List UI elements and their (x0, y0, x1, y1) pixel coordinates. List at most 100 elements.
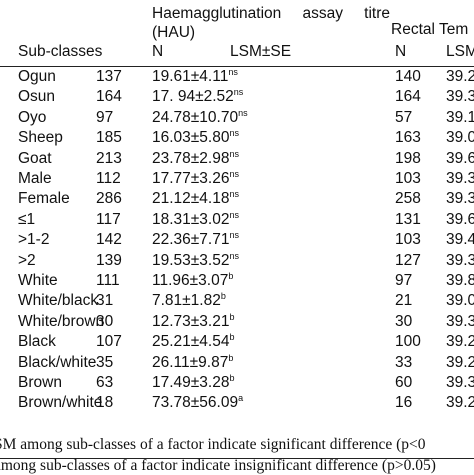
rectal-n-cell: 33 (395, 353, 413, 371)
table-row: >2 139 19.53±3.52ns 127 39.3 (0, 251, 474, 272)
lsm-value: 23.78±2.98 (152, 149, 230, 167)
n-cell: 18 (96, 394, 114, 412)
bottom-rule (0, 458, 474, 459)
rectal-n-cell: 127 (395, 251, 421, 269)
lsm-value: 19.61±4.11 (152, 68, 229, 85)
lsm-value: 17.49±3.28 (152, 374, 230, 391)
table-row: Brown 63 17.49±3.28b 60 39.3 (0, 374, 474, 394)
n-cell: 213 (96, 149, 122, 167)
subclass-cell: Black/white (18, 353, 97, 371)
lsm-value: 21.12±4.18 (152, 190, 230, 208)
lsm-cell: 12.73±3.21b (152, 312, 234, 331)
rectal-lsm-cell: 39.3 (446, 312, 474, 330)
col-header-lsm: LSM±SE (230, 43, 292, 60)
lsm-cell: 19.53±3.52ns (152, 251, 239, 270)
significance-superscript: ns (229, 189, 239, 200)
table-row: Osun 164 17. 94±2.52ns 164 39.3 (0, 88, 474, 108)
rectal-lsm-cell: 39.2 (446, 68, 474, 85)
footnote: among sub-classes of a factor indicate i… (0, 457, 436, 474)
rectal-n-cell: 30 (395, 312, 413, 330)
n-cell: 142 (96, 231, 122, 249)
significance-superscript: ns (228, 67, 238, 77)
subclass-cell: Goat (18, 149, 52, 167)
lsm-value: 18.31±3.02 (152, 210, 230, 228)
rectal-n-cell: 258 (395, 190, 421, 208)
lsm-cell: 23.78±2.98ns (152, 149, 239, 168)
n-cell: 30 (96, 312, 114, 330)
rectal-lsm-cell: 39.4 (446, 231, 474, 249)
rectal-temp-header: Rectal Tem (391, 21, 469, 38)
n-cell: 63 (96, 374, 114, 391)
table-row: Sheep 185 16.03±5.80ns 163 39.0 (0, 129, 474, 149)
significance-superscript: ns (229, 230, 239, 241)
subclass-cell: Ogun (18, 68, 56, 85)
n-cell: 97 (96, 108, 114, 126)
rectal-lsm-cell: 39.3 (446, 88, 474, 106)
haemagglutination-header: Haemagglutination assay titre (HAU) (152, 4, 390, 42)
subclass-cell: ≤1 (18, 210, 36, 228)
rectal-lsm-cell: 39.1 (446, 108, 474, 126)
significance-superscript: a (238, 393, 244, 404)
lsm-value: 73.78±56.09 (152, 394, 239, 412)
n-cell: 112 (96, 170, 121, 187)
significance-superscript: ns (229, 128, 239, 139)
lsm-cell: 19.61±4.11ns (152, 68, 238, 86)
lsm-cell: 17.49±3.28b (152, 374, 234, 392)
lsm-cell: 73.78±56.09a (152, 394, 243, 412)
lsm-value: 25.21±4.54 (152, 333, 230, 351)
col-header-n-rectal: N (395, 43, 407, 60)
header-rule (0, 66, 474, 67)
lsm-cell: 22.36±7.71ns (152, 231, 239, 249)
subclass-cell: Black (18, 333, 56, 351)
lsm-value: 16.03±5.80 (152, 129, 230, 147)
lsm-cell: 17.77±3.26ns (152, 170, 239, 188)
lsm-value: 11.96±3.07 (152, 272, 229, 289)
n-cell: 137 (96, 68, 122, 85)
lsm-value: 7.81±1.82 (152, 292, 221, 310)
lsm-cell: 18.31±3.02ns (152, 210, 239, 229)
subclass-cell: Sheep (18, 129, 63, 147)
significance-superscript: b (220, 291, 226, 302)
lsm-value: 17. 94±2.52 (152, 88, 234, 106)
subclass-cell: >1-2 (18, 231, 50, 249)
table-row: ≤1 117 18.31±3.02ns 131 39.6 (0, 210, 474, 231)
table-row: Ogun 137 19.61±4.11ns 140 39.2 (0, 68, 474, 88)
header-word: Haemagglutination (152, 5, 282, 22)
table-row: White/brown 30 12.73±3.21b 30 39.3 (0, 312, 474, 333)
table-row: Brown/white 18 73.78±56.09a 16 39.2 (0, 394, 474, 414)
lsm-cell: 11.96±3.07b (152, 272, 233, 290)
significance-superscript: ns (238, 107, 248, 118)
header-word: assay (302, 5, 343, 22)
subclass-cell: Female (18, 190, 70, 208)
lsm-cell: 17. 94±2.52ns (152, 88, 243, 106)
table-row: White 111 11.96±3.07b 97 39.8 (0, 272, 474, 292)
col-header-lsm-rectal: LSM (446, 43, 474, 60)
lsm-value: 26.11±9.87 (152, 353, 229, 371)
significance-superscript: ns (229, 169, 239, 179)
n-cell: 185 (96, 129, 122, 147)
col-header-subclasses: Sub-classes (18, 43, 103, 60)
rectal-lsm-cell: 39.2 (446, 333, 474, 351)
rectal-n-cell: 103 (395, 231, 421, 249)
rectal-lsm-cell: 39.3 (446, 374, 474, 391)
n-cell: 286 (96, 190, 122, 208)
table-row: Goat 213 23.78±2.98ns 198 39.6 (0, 149, 474, 170)
rectal-lsm-cell: 39.3 (446, 170, 474, 187)
footnote: SM among sub-classes of a factor indicat… (0, 436, 426, 453)
rectal-n-cell: 21 (395, 292, 413, 310)
subclass-cell: Oyo (18, 108, 47, 126)
n-cell: 31 (96, 292, 114, 310)
rectal-n-cell: 131 (395, 210, 421, 228)
lsm-value: 12.73±3.21 (152, 312, 230, 330)
rectal-lsm-cell: 39.2 (446, 353, 474, 371)
table-row: Female 286 21.12±4.18ns 258 39.3 (0, 190, 474, 210)
subclass-cell: >2 (18, 251, 36, 269)
header-word: titre (364, 5, 390, 22)
rectal-n-cell: 100 (395, 333, 421, 351)
n-cell: 164 (96, 88, 122, 106)
subclass-cell: Brown/white (18, 394, 103, 412)
subclass-cell: Male (18, 170, 52, 187)
table-row: White/black 31 7.81±1.82b 21 39.0 (0, 292, 474, 312)
rectal-n-cell: 60 (395, 374, 413, 391)
n-cell: 117 (96, 210, 121, 228)
